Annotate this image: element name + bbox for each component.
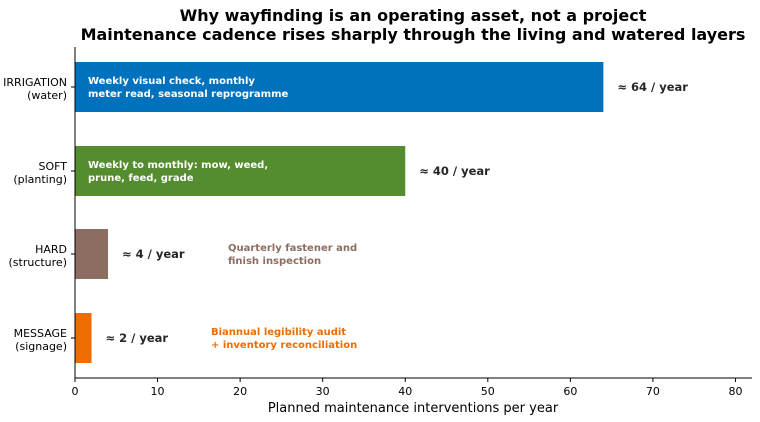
bar-3 <box>75 313 92 363</box>
value-label-1: ≈ 40 / year <box>419 164 490 178</box>
value-label-3: ≈ 2 / year <box>106 331 169 345</box>
x-tick-label-5: 50 <box>481 385 495 398</box>
x-tick-label-8: 80 <box>728 385 742 398</box>
x-tick-label-0: 0 <box>72 385 79 398</box>
bar-0 <box>75 62 604 112</box>
axes-group: 0 10 20 30 40 50 60 70 80 <box>71 47 752 398</box>
annotation-1: Weekly to monthly: mow, weed, prune, feed… <box>88 160 268 184</box>
annotation-3: Biannual legibility audit + inventory rec… <box>211 327 357 351</box>
bar-2 <box>75 229 109 279</box>
x-tick-label-4: 40 <box>398 385 412 398</box>
annotation-2: Quarterly fastener and finish inspection <box>228 243 357 267</box>
category-label-2: HARD (structure) <box>8 243 67 269</box>
value-label-2: ≈ 4 / year <box>122 247 185 261</box>
chart-title: Why wayfinding is an operating asset, no… <box>180 6 647 25</box>
x-tick-label-7: 70 <box>646 385 660 398</box>
category-label-0: IRRIGATION (water) <box>3 76 67 102</box>
bar-1 <box>75 146 406 196</box>
x-tick-label-2: 20 <box>233 385 247 398</box>
x-tick-label-1: 10 <box>151 385 165 398</box>
annotation-0: Weekly visual check, monthly meter read, … <box>88 76 289 100</box>
category-label-1: SOFT (planting) <box>13 160 67 186</box>
x-tick-label-3: 30 <box>316 385 330 398</box>
value-label-0: ≈ 64 / year <box>617 80 688 94</box>
bars-group: IRRIGATION (water) ≈ 64 / year Weekly visua… <box>3 62 688 363</box>
x-tick-label-6: 60 <box>563 385 577 398</box>
category-label-3: MESSAGE (signage) <box>14 327 67 353</box>
chart-subtitle: Maintenance cadence rises sharply throug… <box>81 25 746 44</box>
x-axis-label: Planned maintenance interventions per ye… <box>268 401 559 416</box>
